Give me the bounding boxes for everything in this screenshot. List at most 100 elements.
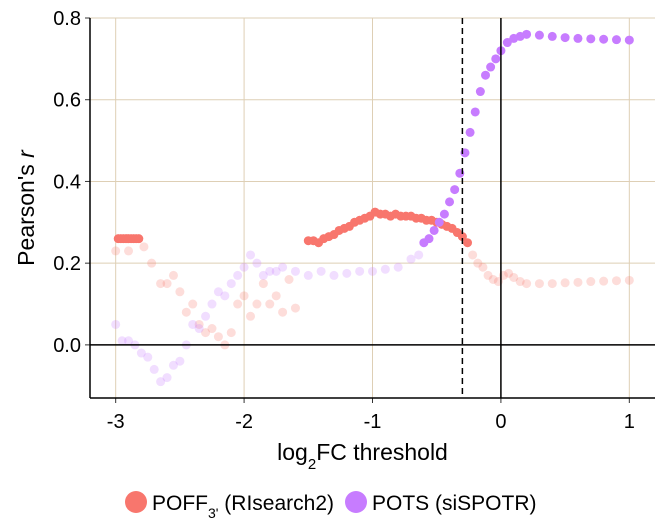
point bbox=[265, 266, 275, 276]
legend-marker bbox=[125, 491, 147, 513]
point bbox=[445, 197, 455, 207]
point bbox=[147, 258, 157, 268]
point bbox=[168, 360, 178, 370]
point bbox=[470, 107, 480, 117]
point bbox=[586, 277, 596, 287]
point bbox=[380, 264, 390, 274]
x-tick-label: 1 bbox=[624, 411, 635, 433]
point bbox=[194, 319, 204, 329]
point bbox=[290, 303, 300, 313]
point bbox=[156, 377, 166, 387]
point bbox=[188, 319, 198, 329]
y-tick-label: 0.2 bbox=[53, 253, 81, 275]
point bbox=[481, 70, 490, 80]
x-tick-label: -3 bbox=[107, 411, 125, 433]
point bbox=[290, 266, 300, 276]
point bbox=[522, 279, 532, 289]
x-axis-label-part: log bbox=[277, 439, 308, 465]
point bbox=[504, 268, 514, 278]
point bbox=[162, 373, 172, 383]
point bbox=[534, 279, 544, 289]
point bbox=[207, 324, 217, 334]
point bbox=[486, 62, 496, 72]
point bbox=[355, 266, 365, 276]
point bbox=[434, 217, 444, 227]
point bbox=[156, 279, 166, 289]
x-tick-label: -1 bbox=[364, 411, 382, 433]
point bbox=[258, 279, 268, 289]
y-axis-label-part: Pearson's bbox=[13, 158, 39, 266]
x-tick-label: -2 bbox=[235, 411, 253, 433]
point bbox=[226, 328, 236, 338]
point bbox=[329, 270, 339, 280]
point bbox=[473, 258, 483, 268]
point bbox=[611, 35, 621, 45]
legend-label-part: POTS (siSPOTR) bbox=[372, 492, 537, 515]
point bbox=[162, 279, 172, 289]
point bbox=[522, 29, 532, 39]
point bbox=[239, 262, 249, 272]
point bbox=[168, 270, 178, 280]
point bbox=[611, 276, 621, 286]
point bbox=[368, 266, 377, 276]
point bbox=[303, 270, 313, 280]
y-axis-label: Pearson's r bbox=[13, 149, 39, 266]
point bbox=[414, 250, 424, 260]
point bbox=[624, 275, 634, 285]
legend-label-part: (RIsearch2) bbox=[218, 492, 334, 515]
point bbox=[207, 299, 217, 309]
point bbox=[149, 364, 159, 374]
y-tick-label: 0.8 bbox=[53, 8, 81, 30]
point bbox=[213, 287, 223, 297]
x-axis-label-part: 2 bbox=[308, 456, 316, 473]
point bbox=[465, 127, 475, 137]
point bbox=[463, 238, 473, 248]
point bbox=[475, 87, 485, 97]
point bbox=[439, 209, 449, 219]
point bbox=[258, 270, 268, 280]
point bbox=[573, 33, 583, 43]
point bbox=[175, 287, 185, 297]
point bbox=[316, 266, 326, 276]
point bbox=[246, 311, 256, 321]
point bbox=[239, 291, 249, 301]
y-tick-label: 0.0 bbox=[53, 335, 81, 357]
point bbox=[491, 54, 501, 64]
legend-label: POTS (siSPOTR) bbox=[372, 492, 537, 515]
point bbox=[457, 232, 467, 242]
point bbox=[194, 324, 204, 334]
point bbox=[406, 254, 416, 264]
y-axis-label-part: r bbox=[13, 149, 39, 158]
point bbox=[124, 246, 134, 256]
point bbox=[599, 34, 609, 44]
point bbox=[560, 278, 570, 288]
point bbox=[246, 250, 256, 260]
point bbox=[560, 33, 570, 43]
legend-label-part: POFF bbox=[152, 492, 208, 515]
point bbox=[478, 262, 488, 272]
point bbox=[547, 279, 557, 289]
y-tick-label: 0.4 bbox=[53, 171, 81, 193]
point bbox=[515, 277, 525, 287]
point bbox=[111, 246, 121, 256]
point bbox=[201, 311, 211, 321]
point bbox=[201, 328, 211, 338]
point bbox=[265, 299, 275, 309]
point bbox=[252, 258, 262, 268]
legend-label: POFF3' (RIsearch2) bbox=[152, 492, 334, 518]
point bbox=[124, 336, 134, 346]
point bbox=[188, 299, 198, 309]
point bbox=[220, 291, 230, 301]
x-axis-label: log2FC threshold bbox=[277, 439, 448, 473]
point bbox=[136, 348, 146, 358]
x-tick-label: 0 bbox=[495, 411, 506, 433]
point bbox=[509, 272, 519, 282]
point bbox=[233, 270, 243, 280]
point bbox=[181, 307, 191, 317]
point bbox=[139, 242, 149, 252]
point bbox=[393, 262, 403, 272]
point bbox=[284, 275, 294, 285]
legend-label-part: 3' bbox=[208, 505, 218, 518]
point bbox=[213, 332, 223, 342]
